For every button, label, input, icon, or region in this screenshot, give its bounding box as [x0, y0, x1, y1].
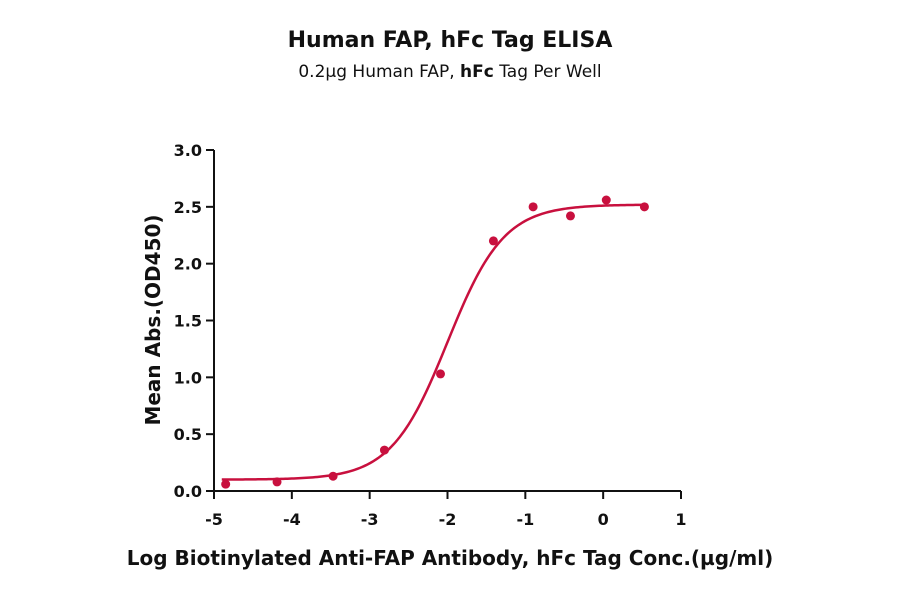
y-axis: 0.0 0.5 1.0 1.5 2.0 2.5 3.0 — [174, 141, 215, 501]
x-tick-label: 0 — [598, 510, 609, 529]
y-tick-label: 0.0 — [174, 482, 202, 501]
data-point — [379, 445, 389, 455]
y-tick-label: 2.0 — [174, 255, 202, 274]
y-tick-label: 1.5 — [174, 312, 202, 331]
subtitle-part-3: Tag Per Well — [493, 62, 602, 82]
subtitle-part-1: 0.2µg Human FAP, — [298, 62, 461, 82]
data-point — [528, 202, 538, 212]
x-tick-label: -2 — [439, 510, 457, 529]
x-tick-label: -4 — [283, 510, 301, 529]
data-point — [435, 369, 445, 379]
data-point — [639, 202, 649, 212]
y-tick-label: 3.0 — [174, 141, 202, 160]
fit-curve-layer — [221, 203, 646, 481]
data-point — [328, 471, 338, 481]
chart-title: Human FAP, hFc Tag ELISA — [287, 28, 613, 53]
x-tick-label: 1 — [675, 510, 686, 529]
chart-subtitle: 0.2µg Human FAP, hFc Tag Per Well — [0, 62, 900, 82]
x-axis: -5 -4 -3 -2 -1 0 1 — [205, 490, 687, 529]
data-point — [488, 236, 498, 246]
data-point — [221, 479, 231, 489]
y-tick-label: 1.0 — [174, 368, 202, 387]
data-point — [272, 477, 282, 487]
data-points — [221, 195, 649, 489]
x-tick-label: -5 — [205, 510, 223, 529]
y-tick-label: 0.5 — [174, 425, 202, 444]
x-tick-label: -1 — [516, 510, 534, 529]
subtitle-part-2: hFc — [460, 62, 494, 82]
fit-curve — [221, 203, 646, 481]
y-axis-label: Mean Abs.(OD450) — [141, 214, 165, 425]
x-axis-label: Log Biotinylated Anti-FAP Antibody, hFc … — [127, 546, 773, 570]
y-tick-label: 2.5 — [174, 198, 202, 217]
data-point — [565, 211, 575, 221]
x-tick-label: -3 — [361, 510, 379, 529]
data-point — [601, 195, 611, 205]
